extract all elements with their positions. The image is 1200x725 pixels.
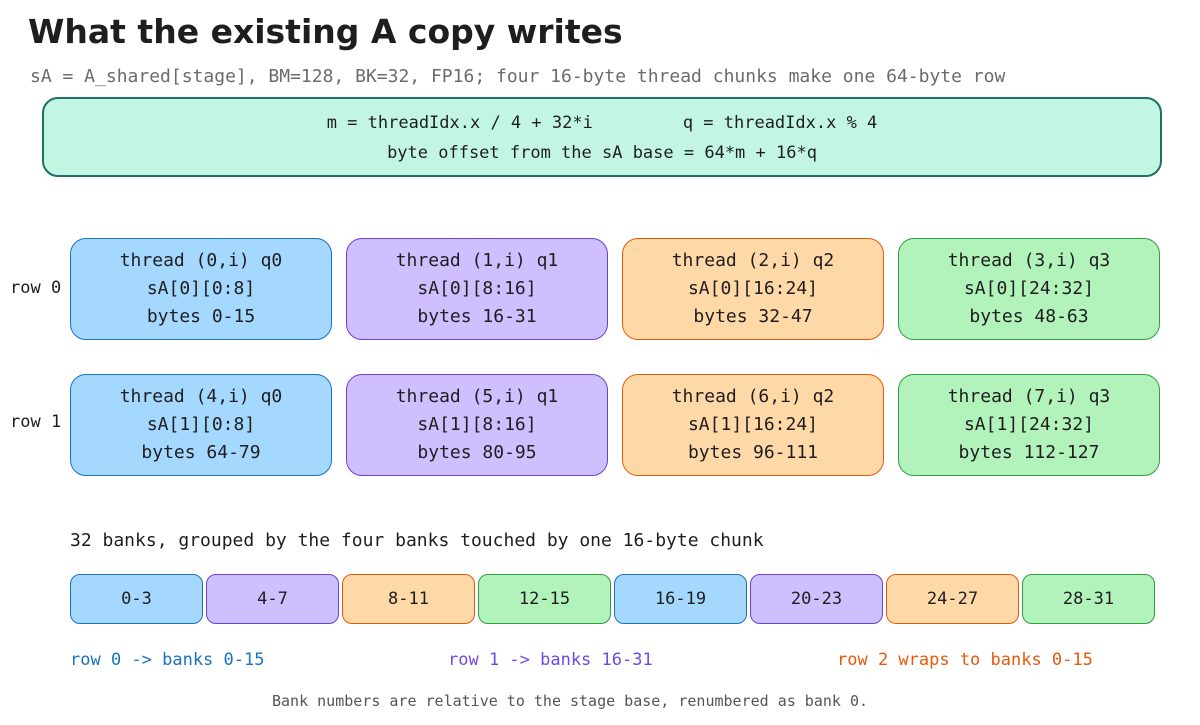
byte-range: bytes 80-95 <box>417 442 537 463</box>
array-slice: sA[1][8:16] <box>417 414 537 435</box>
bank-group: 8-11 <box>342 574 475 624</box>
byte-range: bytes 48-63 <box>969 306 1089 327</box>
array-slice: sA[0][24:32] <box>963 278 1095 299</box>
banks-caption: 32 banks, grouped by the four banks touc… <box>70 530 764 551</box>
array-slice: sA[0][8:16] <box>417 278 537 299</box>
thread-chunk-box: thread (6,i) q2 sA[1][16:24] bytes 96-11… <box>622 374 884 476</box>
offset-formula: byte offset from the sA base = 64*m + 16… <box>387 143 817 163</box>
row-1-label: row 1 <box>10 412 62 432</box>
byte-range: bytes 96-111 <box>687 442 819 463</box>
thread-id: thread (6,i) q2 <box>671 386 835 407</box>
q-formula: q = threadIdx.x % 4 <box>682 113 878 133</box>
bank-group: 4-7 <box>206 574 339 624</box>
byte-range: bytes 112-127 <box>958 442 1100 463</box>
array-slice: sA[0][0:8] <box>146 278 256 299</box>
thread-chunk-box: thread (4,i) q0 sA[1][0:8] bytes 64-79 <box>70 374 332 476</box>
thread-id: thread (3,i) q3 <box>947 250 1111 271</box>
bank-group: 28-31 <box>1022 574 1155 624</box>
thread-chunk-box: thread (0,i) q0 sA[0][0:8] bytes 0-15 <box>70 238 332 340</box>
byte-range: bytes 0-15 <box>146 306 256 327</box>
formula-line-1: m = threadIdx.x / 4 + 32*i q = threadIdx.… <box>44 113 1160 133</box>
array-slice: sA[1][16:24] <box>687 414 819 435</box>
thread-chunk-box: thread (5,i) q1 sA[1][8:16] bytes 80-95 <box>346 374 608 476</box>
byte-range: bytes 32-47 <box>693 306 813 327</box>
thread-chunk-box: thread (1,i) q1 sA[0][8:16] bytes 16-31 <box>346 238 608 340</box>
legend-row-0: row 0 -> banks 0-15 <box>70 650 265 670</box>
byte-range: bytes 16-31 <box>417 306 537 327</box>
diagram-title: What the existing A copy writes <box>28 12 623 51</box>
array-slice: sA[1][0:8] <box>146 414 256 435</box>
m-formula: m = threadIdx.x / 4 + 32*i <box>326 113 593 133</box>
row-0-label: row 0 <box>10 278 62 298</box>
thread-id: thread (7,i) q3 <box>947 386 1111 407</box>
thread-chunk-box: thread (7,i) q3 sA[1][24:32] bytes 112-1… <box>898 374 1160 476</box>
formula-box: m = threadIdx.x / 4 + 32*i q = threadIdx.… <box>42 97 1162 177</box>
diagram-subtitle: sA = A_shared[stage], BM=128, BK=32, FP1… <box>30 66 1006 87</box>
bank-group: 0-3 <box>70 574 203 624</box>
thread-chunk-box: thread (2,i) q2 sA[0][16:24] bytes 32-47 <box>622 238 884 340</box>
bank-group: 20-23 <box>750 574 883 624</box>
bank-group: 24-27 <box>886 574 1019 624</box>
legend-row-1: row 1 -> banks 16-31 <box>448 650 653 670</box>
thread-id: thread (5,i) q1 <box>395 386 559 407</box>
bank-group: 12-15 <box>478 574 611 624</box>
array-slice: sA[1][24:32] <box>963 414 1095 435</box>
thread-id: thread (1,i) q1 <box>395 250 559 271</box>
thread-id: thread (4,i) q0 <box>119 386 283 407</box>
bank-group: 16-19 <box>614 574 747 624</box>
thread-id: thread (0,i) q0 <box>119 250 283 271</box>
byte-range: bytes 64-79 <box>141 442 261 463</box>
array-slice: sA[0][16:24] <box>687 278 819 299</box>
legend-row-2: row 2 wraps to banks 0-15 <box>837 650 1093 670</box>
thread-chunk-box: thread (3,i) q3 sA[0][24:32] bytes 48-63 <box>898 238 1160 340</box>
thread-id: thread (2,i) q2 <box>671 250 835 271</box>
footnote: Bank numbers are relative to the stage b… <box>271 692 869 710</box>
